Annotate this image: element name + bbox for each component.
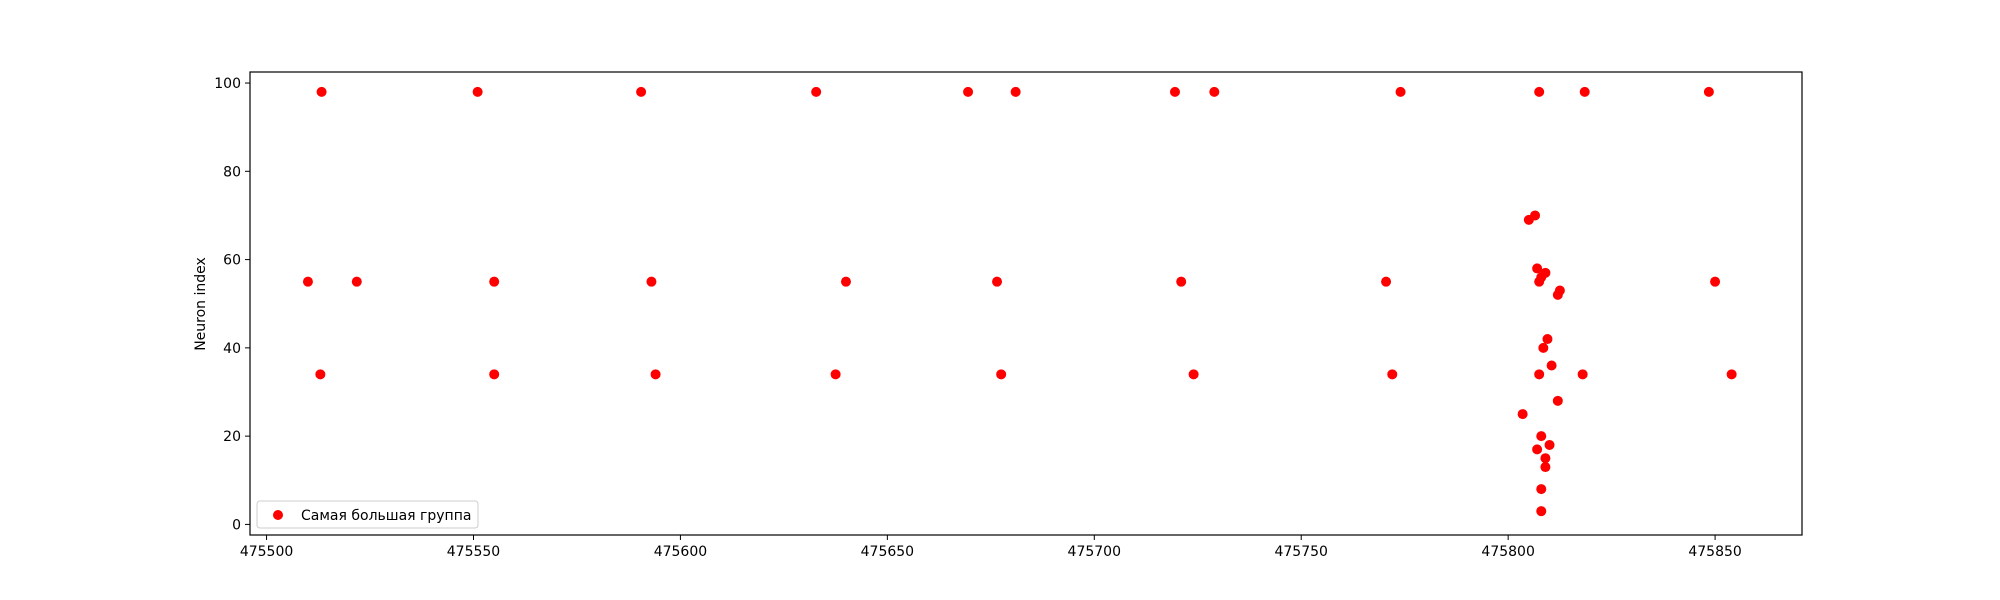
data-point (302, 276, 313, 287)
data-point (996, 369, 1007, 380)
data-point (1534, 86, 1545, 97)
legend-box (256, 500, 479, 529)
x-axis: 475500 475550 475600 475650 475700 475750 4758… (240, 535, 1742, 560)
data-point (1395, 86, 1406, 97)
legend: Самая большая группа (256, 500, 479, 529)
data-point (992, 276, 1003, 287)
data-point (650, 369, 661, 380)
y-axis-label: Neuron index (193, 257, 209, 351)
data-point (1536, 506, 1547, 517)
y-axis: 0 20 40 60 80 100 (214, 76, 250, 533)
data-point (1010, 86, 1021, 97)
data-point (1554, 285, 1565, 296)
data-point (1536, 431, 1547, 442)
data-point (1540, 462, 1551, 473)
data-point (811, 86, 822, 97)
y-tick-label: 80 (223, 164, 241, 180)
data-point (1534, 369, 1545, 380)
data-point (1534, 276, 1545, 287)
data-point (1544, 439, 1555, 450)
data-point (963, 86, 974, 97)
data-point (1710, 276, 1721, 287)
x-tick-label: 475850 (1688, 544, 1741, 560)
plot-frame (249, 71, 1803, 536)
y-tick-label: 40 (223, 341, 241, 357)
y-tick-label: 20 (223, 429, 241, 445)
data-points (302, 86, 1737, 517)
y-tick-label: 60 (223, 253, 241, 269)
x-tick-label: 475700 (1068, 544, 1121, 560)
data-point (1546, 360, 1557, 371)
data-point (1542, 334, 1553, 345)
data-point (1577, 369, 1588, 380)
data-point (315, 369, 326, 380)
data-point (1176, 276, 1187, 287)
x-tick-label: 475500 (240, 544, 293, 560)
data-point (316, 86, 327, 97)
data-point (1381, 276, 1392, 287)
data-point (636, 86, 647, 97)
data-point (1188, 369, 1199, 380)
data-point (1387, 369, 1398, 380)
y-tick-label: 0 (232, 517, 241, 533)
data-point (472, 86, 483, 97)
data-point (1532, 444, 1543, 455)
legend-marker (273, 510, 283, 520)
data-point (1517, 409, 1528, 420)
x-tick-label: 475750 (1274, 544, 1327, 560)
data-point (489, 276, 500, 287)
x-tick-label: 475600 (654, 544, 707, 560)
data-point (1530, 210, 1541, 221)
data-point (1536, 484, 1547, 495)
data-point (1540, 453, 1551, 464)
data-point (1532, 263, 1543, 274)
data-point (1169, 86, 1180, 97)
x-tick-label: 475800 (1481, 544, 1534, 560)
data-point (1726, 369, 1737, 380)
legend-label: Самая большая группа (301, 508, 471, 524)
data-point (646, 276, 657, 287)
data-point (1538, 342, 1549, 353)
data-point (1552, 395, 1563, 406)
data-point (489, 369, 500, 380)
data-point (1579, 86, 1590, 97)
data-point (1703, 86, 1714, 97)
x-tick-label: 475550 (447, 544, 500, 560)
y-tick-label: 100 (214, 76, 241, 92)
data-point (1209, 86, 1220, 97)
x-tick-label: 475650 (861, 544, 914, 560)
data-point (830, 369, 841, 380)
data-point (840, 276, 851, 287)
data-point (351, 276, 362, 287)
